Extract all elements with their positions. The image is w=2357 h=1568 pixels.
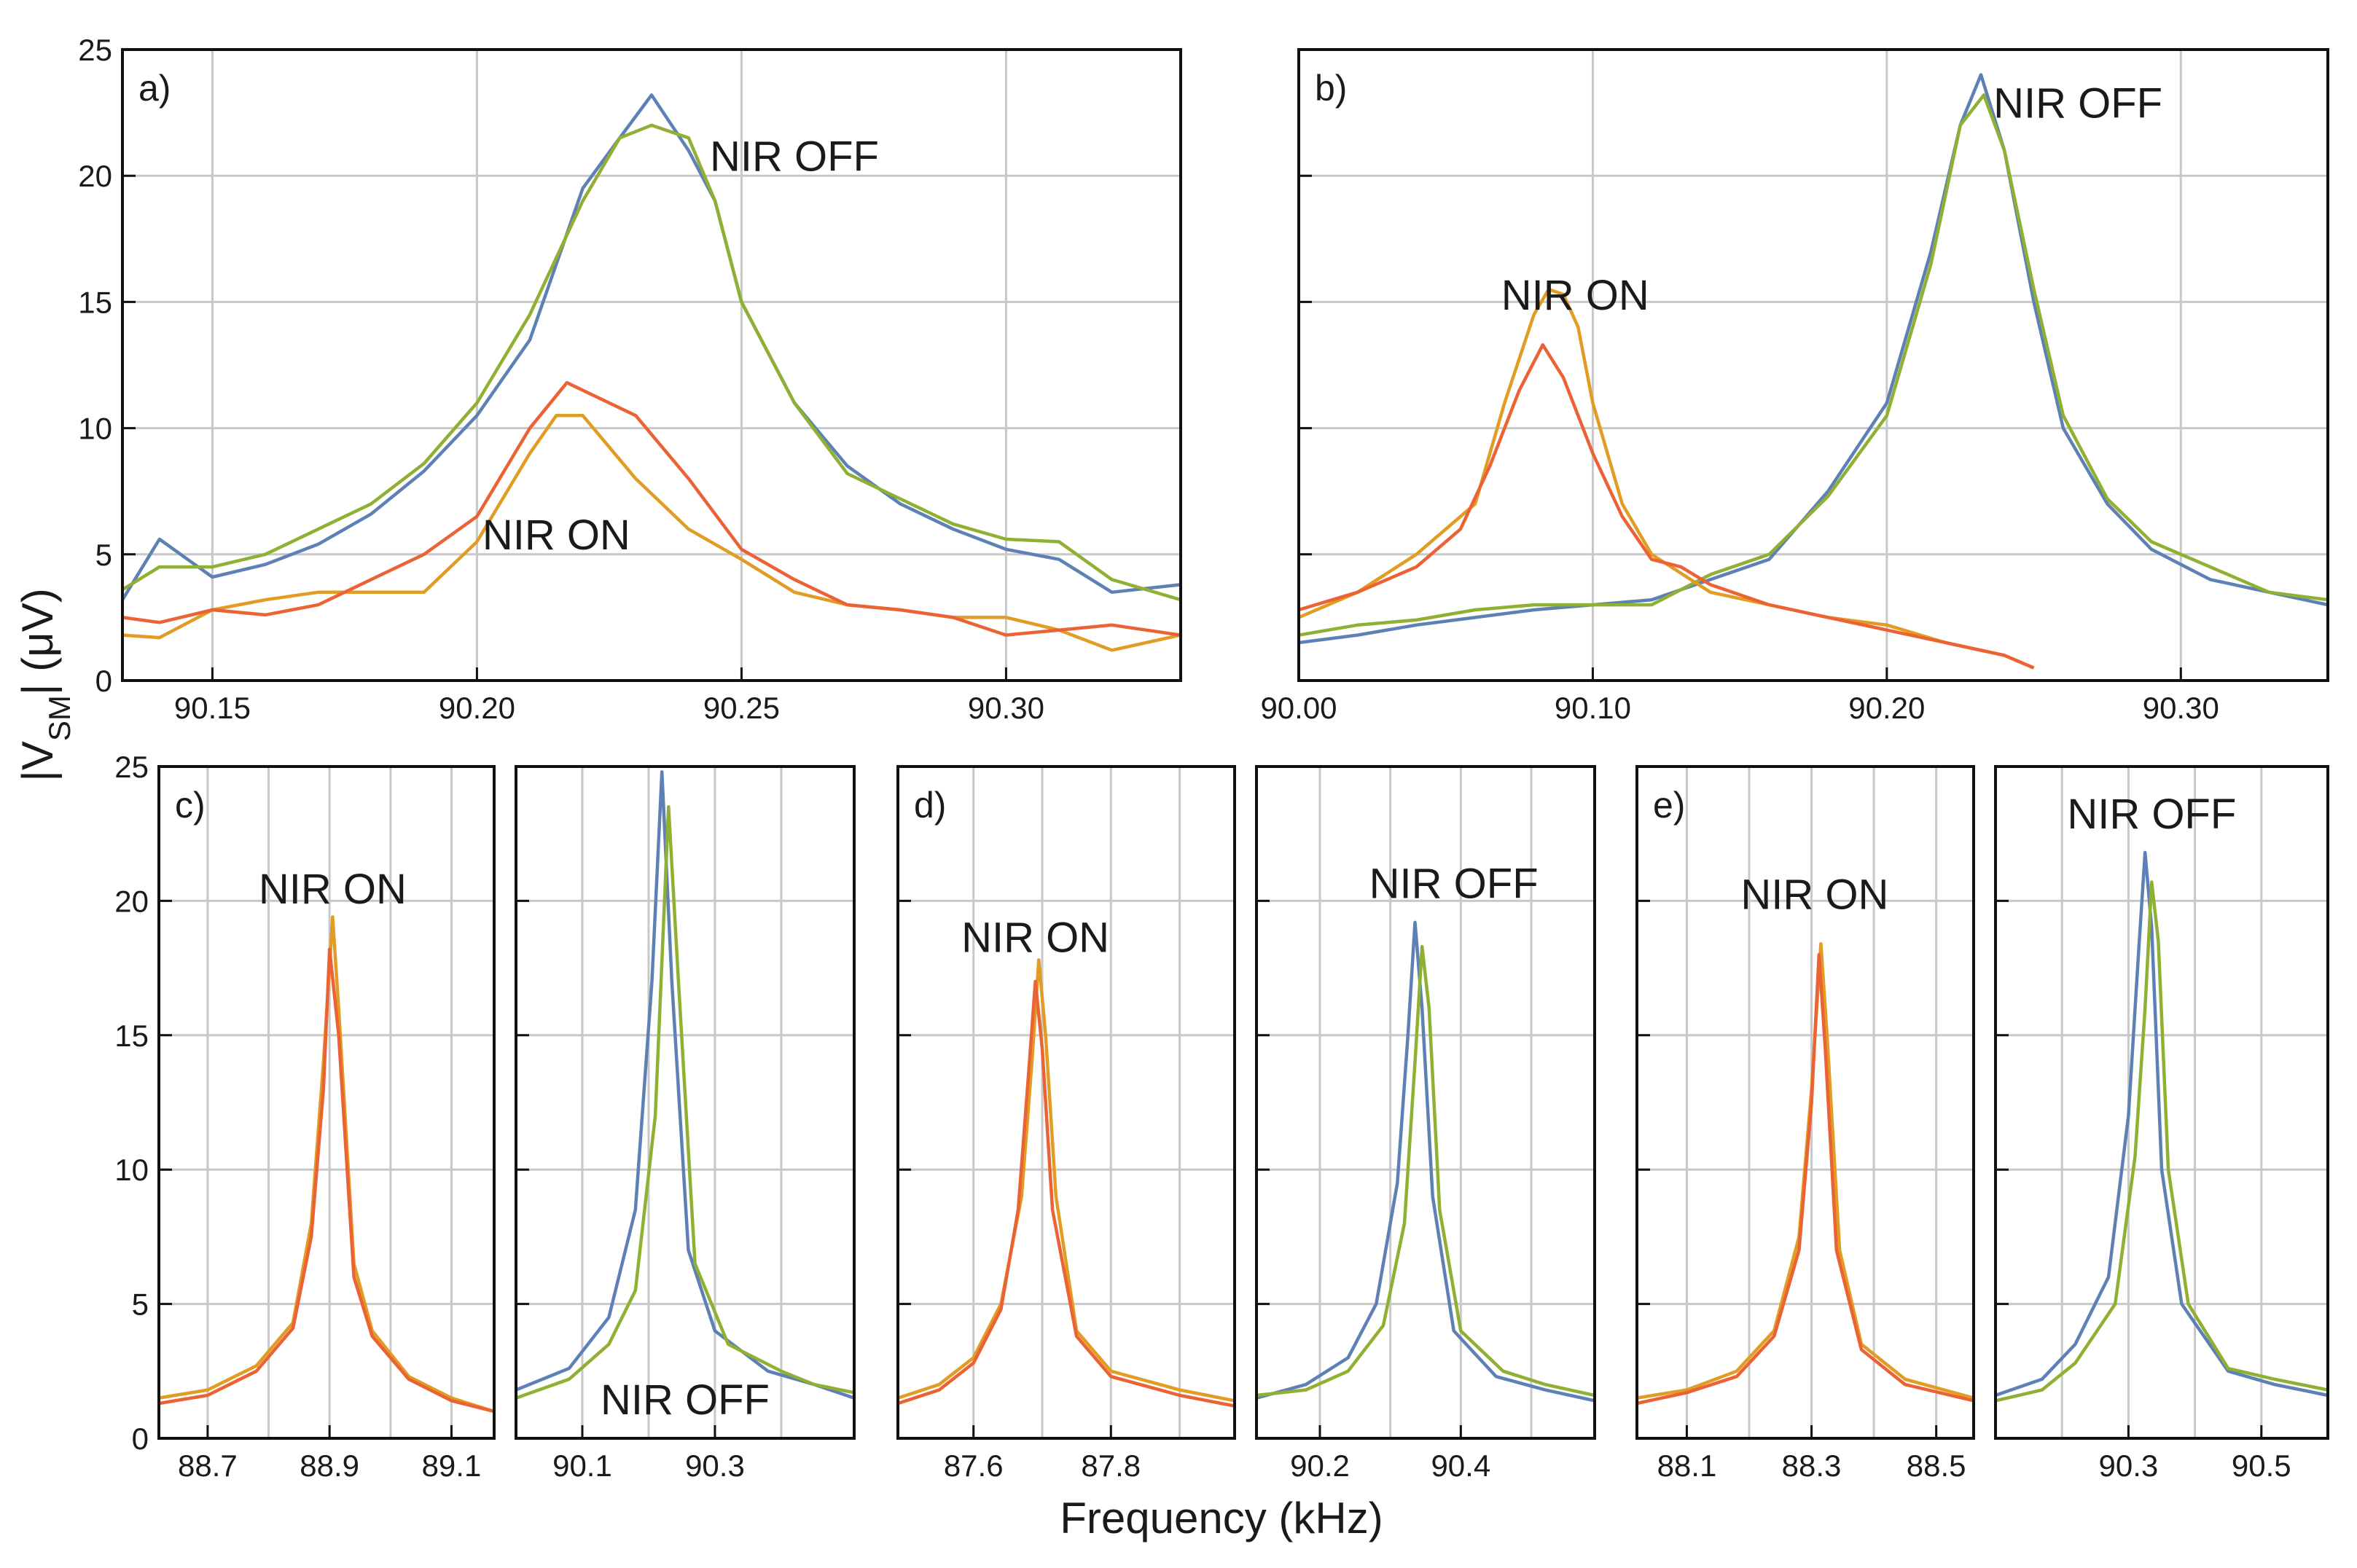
x-tick-label: 88.7 xyxy=(178,1449,238,1483)
x-tick-label: 90.20 xyxy=(1848,691,1925,725)
x-tick-label: 90.4 xyxy=(1431,1449,1490,1483)
panel-frame xyxy=(121,48,1182,682)
x-tick-label: 90.1 xyxy=(552,1449,612,1483)
y-tick-label: 20 xyxy=(78,159,112,193)
series-line-orange xyxy=(122,414,1181,652)
series-line-red xyxy=(898,979,1235,1408)
x-tick-label: 88.9 xyxy=(300,1449,359,1483)
x-tick-label: 90.00 xyxy=(1260,691,1337,725)
y-tick-label: 5 xyxy=(95,538,112,572)
panel-frame xyxy=(1994,765,2329,1440)
panel-letter: c) xyxy=(175,785,206,826)
series-line-green xyxy=(122,123,1181,602)
panel-letter: e) xyxy=(1653,785,1685,826)
panel-letter: d) xyxy=(914,785,946,826)
annotation-label: NIR ON xyxy=(961,914,1109,961)
annotation-label: NIR OFF xyxy=(601,1376,770,1424)
y-tick-label: 25 xyxy=(114,750,149,784)
x-tick-label: 90.25 xyxy=(703,691,780,725)
x-tick-label: 90.20 xyxy=(439,691,515,725)
series-line-red xyxy=(1637,952,1974,1406)
x-tick-label: 89.1 xyxy=(422,1449,482,1483)
y-tick-label: 10 xyxy=(114,1153,149,1187)
x-tick-label: 90.5 xyxy=(2232,1449,2291,1483)
panel-frame xyxy=(157,765,496,1440)
panel-frame xyxy=(1297,48,2329,682)
panel-c1: 88.7 88.9 89.1 0 5 10 15 20 25 c) NIR ON xyxy=(114,750,496,1483)
y-tick-label: 20 xyxy=(114,884,149,918)
y-axis-title-prefix: |V xyxy=(13,741,62,782)
x-tick-label: 90.2 xyxy=(1290,1449,1350,1483)
series-line-green xyxy=(1996,880,2328,1403)
annotation-label: NIR OFF xyxy=(1993,80,2162,128)
panel-letter: b) xyxy=(1315,68,1347,109)
annotation-label: NIR ON xyxy=(482,511,630,559)
panel-frame xyxy=(1255,765,1596,1440)
panel-e1: 88.1 88.3 88.5 e) NIR ON xyxy=(1635,765,1975,1483)
annotation-label: NIR OFF xyxy=(1369,861,1539,908)
x-axis-title: Frequency (kHz) xyxy=(1060,1494,1383,1542)
x-tick-label: 87.6 xyxy=(944,1449,1004,1483)
panel-frame xyxy=(1635,765,1975,1440)
series-line-blue xyxy=(122,93,1181,601)
series-line-orange xyxy=(159,915,494,1414)
x-tick-label: 88.5 xyxy=(1907,1449,1966,1483)
x-tick-label: 90.3 xyxy=(685,1449,745,1483)
panel-letter: a) xyxy=(138,68,171,109)
x-tick-label: 88.3 xyxy=(1782,1449,1842,1483)
panel-frame xyxy=(515,765,856,1440)
x-tick-label: 90.30 xyxy=(2143,691,2219,725)
x-tick-label: 90.10 xyxy=(1555,691,1631,725)
series-line-green xyxy=(1256,944,1595,1398)
panel-frame xyxy=(896,765,1236,1440)
y-tick-label: 15 xyxy=(114,1019,149,1053)
series-line-red xyxy=(1299,343,2035,670)
panel-d2: 90.2 90.4 NIR OFF xyxy=(1255,765,1596,1483)
panel-e2: 90.3 90.5 NIR OFF xyxy=(1994,765,2329,1483)
panel-c2: 90.1 90.3 NIR OFF xyxy=(515,765,856,1483)
series-line-blue xyxy=(1256,920,1595,1403)
y-tick-label: 0 xyxy=(95,664,112,698)
x-tick-label: 90.15 xyxy=(174,691,251,725)
annotation-label: NIR ON xyxy=(1501,272,1649,319)
annotation-label: NIR ON xyxy=(259,866,407,913)
series-line-red xyxy=(159,947,494,1414)
y-axis-title-suffix: | (μV) xyxy=(13,588,62,695)
series-line-blue xyxy=(1996,850,2328,1398)
panel-d1: 87.6 87.8 d) NIR ON xyxy=(896,765,1236,1483)
x-tick-label: 87.8 xyxy=(1081,1449,1141,1483)
series-line-blue xyxy=(1299,73,2328,645)
x-tick-label: 90.30 xyxy=(968,691,1044,725)
panel-b: 90.00 90.10 90.20 90.30 b) NIR OFF NIR ON xyxy=(1260,48,2329,725)
annotation-label: NIR OFF xyxy=(2067,791,2236,838)
y-tick-label: 10 xyxy=(78,412,112,446)
y-tick-label: 0 xyxy=(132,1422,149,1456)
series-line-orange xyxy=(1299,287,2035,670)
annotation-label: NIR ON xyxy=(1740,871,1888,918)
series-line-green xyxy=(1299,93,2328,637)
y-axis-title-subscript: SM xyxy=(42,695,77,741)
x-tick-label: 88.1 xyxy=(1657,1449,1717,1483)
y-axis-title: |VSM| (μV) xyxy=(13,588,77,781)
y-tick-label: 25 xyxy=(78,33,112,67)
panel-a: 90.15 90.20 90.25 90.30 0 5 10 15 20 25 a) NIR OFF N… xyxy=(78,33,1182,725)
series-line-orange xyxy=(898,958,1235,1403)
annotation-label: NIR OFF xyxy=(710,133,879,180)
series-line-green xyxy=(516,805,854,1400)
x-tick-label: 90.3 xyxy=(2099,1449,2159,1483)
y-tick-label: 15 xyxy=(78,285,112,319)
series-line-red xyxy=(122,380,1181,637)
y-tick-label: 5 xyxy=(132,1287,149,1322)
